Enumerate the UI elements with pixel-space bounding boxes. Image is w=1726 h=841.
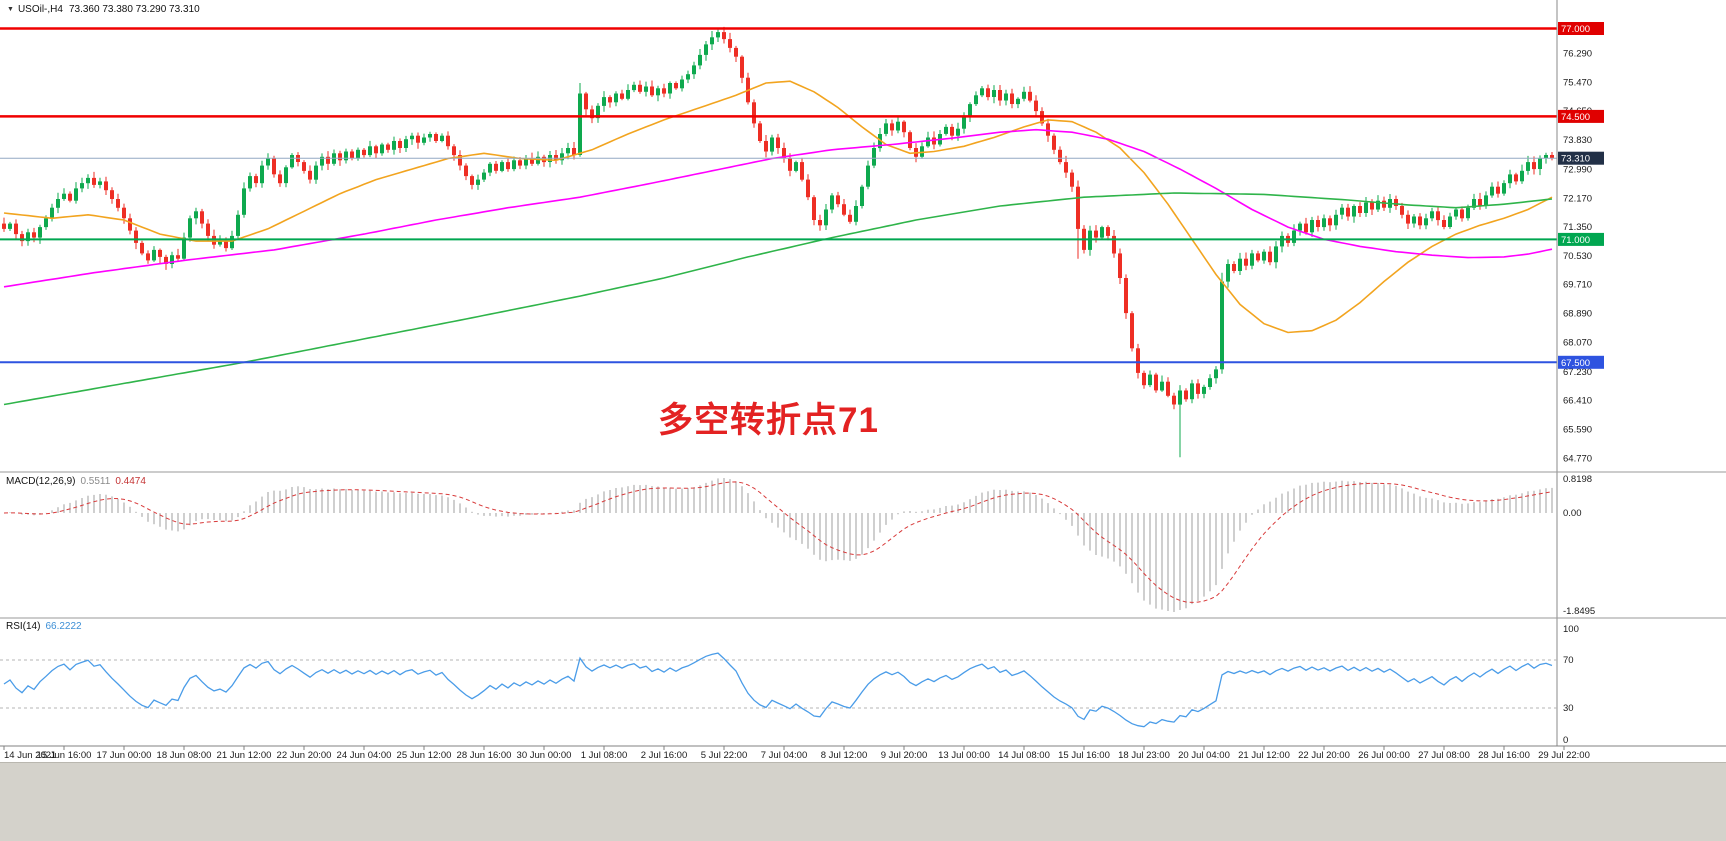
rsi-name: RSI(14) (6, 621, 41, 632)
price-badge-67.500: 67.500 (1558, 355, 1604, 369)
svg-text:15 Jul 16:00: 15 Jul 16:00 (1058, 750, 1110, 761)
svg-text:0.00: 0.00 (1563, 508, 1582, 519)
chart-canvas[interactable]: 76.29075.47074.65073.83072.99072.17071.3… (0, 0, 1726, 762)
price-badge-74.500: 74.500 (1558, 109, 1604, 123)
rsi-indicator-label: RSI(14) 66.2222 (6, 621, 82, 632)
svg-text:30: 30 (1563, 703, 1574, 714)
price-axis-area[interactable] (1557, 0, 1726, 746)
svg-text:76.290: 76.290 (1563, 49, 1592, 60)
svg-text:30 Jun 00:00: 30 Jun 00:00 (517, 750, 572, 761)
svg-text:26 Jul 00:00: 26 Jul 00:00 (1358, 750, 1410, 761)
svg-text:25 Jun 12:00: 25 Jun 12:00 (397, 750, 452, 761)
macd-indicator-label: MACD(12,26,9) 0.5511 0.4474 (6, 476, 146, 487)
ohlc-values: 73.360 73.380 73.290 73.310 (68, 4, 200, 15)
svg-text:17 Jun 00:00: 17 Jun 00:00 (97, 750, 152, 761)
svg-text:15 Jun 16:00: 15 Jun 16:00 (37, 750, 92, 761)
ma-line-slow-green (3, 192, 1553, 406)
price-badge-71.000: 71.000 (1558, 232, 1604, 246)
rsi-line (3, 652, 1553, 728)
svg-text:8 Jul 12:00: 8 Jul 12:00 (821, 750, 867, 761)
svg-text:67.500: 67.500 (1561, 358, 1590, 369)
macd-name: MACD(12,26,9) (6, 476, 76, 487)
chart-annotation-text: 多空转折点71 (658, 401, 879, 440)
svg-text:66.410: 66.410 (1563, 396, 1592, 407)
svg-text:70: 70 (1563, 655, 1574, 666)
ma-line-fast-orange (3, 80, 1553, 334)
svg-text:28 Jun 16:00: 28 Jun 16:00 (457, 750, 512, 761)
svg-text:7 Jul 04:00: 7 Jul 04:00 (761, 750, 807, 761)
svg-text:68.890: 68.890 (1563, 309, 1592, 320)
macd-signal-value: 0.4474 (115, 476, 146, 487)
macd-panel-surface[interactable] (0, 473, 1557, 617)
svg-text:0: 0 (1563, 735, 1568, 746)
price-axis-labels: 76.29075.47074.65073.83072.99072.17071.3… (1563, 49, 1592, 465)
footer-area (0, 762, 1726, 841)
svg-text:29 Jul 22:00: 29 Jul 22:00 (1538, 750, 1590, 761)
svg-text:1 Jul 08:00: 1 Jul 08:00 (581, 750, 627, 761)
svg-text:65.590: 65.590 (1563, 425, 1592, 436)
symbol-marker-icon: ▼ (7, 6, 14, 13)
svg-text:70.530: 70.530 (1563, 251, 1592, 262)
svg-text:21 Jun 12:00: 21 Jun 12:00 (217, 750, 272, 761)
svg-text:14 Jun 2021: 14 Jun 2021 (4, 750, 56, 761)
svg-text:9 Jul 20:00: 9 Jul 20:00 (881, 750, 927, 761)
svg-text:75.470: 75.470 (1563, 77, 1592, 88)
time-axis-labels: 14 Jun 202115 Jun 16:00 17 Jun 00:00 18 Ju… (3, 746, 1590, 761)
svg-text:73.830: 73.830 (1563, 135, 1592, 146)
svg-text:71.350: 71.350 (1563, 222, 1592, 233)
macd-axis-labels: 0.8198 0.00 -1.8495 (1563, 474, 1595, 617)
macd-histogram (9, 478, 1553, 612)
svg-text:-1.8495: -1.8495 (1563, 606, 1595, 617)
price-badge-77.000: 77.000 (1558, 22, 1604, 35)
svg-text:71.000: 71.000 (1561, 235, 1590, 246)
svg-text:72.170: 72.170 (1563, 193, 1592, 204)
svg-text:20 Jul 04:00: 20 Jul 04:00 (1178, 750, 1230, 761)
svg-text:64.770: 64.770 (1563, 453, 1592, 464)
svg-text:77.000: 77.000 (1561, 24, 1590, 35)
svg-text:18 Jul 23:00: 18 Jul 23:00 (1118, 750, 1170, 761)
macd-signal-line (3, 481, 1553, 603)
symbol-timeframe-label: USOil-,H4 (17, 4, 63, 15)
svg-text:68.070: 68.070 (1563, 337, 1592, 348)
svg-text:22 Jul 20:00: 22 Jul 20:00 (1298, 750, 1350, 761)
svg-text:22 Jun 20:00: 22 Jun 20:00 (277, 750, 332, 761)
macd-main-value: 0.5511 (80, 476, 111, 487)
svg-text:24 Jun 04:00: 24 Jun 04:00 (337, 750, 392, 761)
current-price-badge: 73.310 (1558, 151, 1604, 165)
svg-text:72.990: 72.990 (1563, 164, 1592, 175)
svg-text:73.310: 73.310 (1561, 154, 1590, 165)
svg-text:100: 100 (1563, 624, 1579, 635)
svg-text:69.710: 69.710 (1563, 280, 1592, 291)
rsi-value: 66.2222 (45, 621, 82, 632)
svg-text:2 Jul 16:00: 2 Jul 16:00 (641, 750, 687, 761)
svg-text:5 Jul 22:00: 5 Jul 22:00 (701, 750, 747, 761)
svg-text:0.8198: 0.8198 (1563, 474, 1592, 485)
chart-title-bar: ▼ USOil-,H4 73.360 73.380 73.290 73.310 (7, 4, 200, 15)
svg-text:28 Jul 16:00: 28 Jul 16:00 (1478, 750, 1530, 761)
svg-text:18 Jun 08:00: 18 Jun 08:00 (157, 750, 212, 761)
svg-text:67.230: 67.230 (1563, 367, 1592, 378)
svg-text:27 Jul 08:00: 27 Jul 08:00 (1418, 750, 1470, 761)
svg-text:14 Jul 08:00: 14 Jul 08:00 (998, 750, 1050, 761)
rsi-axis-labels: 100 70 30 0 (1563, 624, 1579, 746)
svg-text:74.500: 74.500 (1561, 112, 1590, 123)
rsi-panel-surface[interactable] (0, 619, 1557, 745)
svg-text:21 Jul 12:00: 21 Jul 12:00 (1238, 750, 1290, 761)
svg-text:13 Jul 00:00: 13 Jul 00:00 (938, 750, 990, 761)
time-axis-area[interactable] (0, 746, 1726, 762)
